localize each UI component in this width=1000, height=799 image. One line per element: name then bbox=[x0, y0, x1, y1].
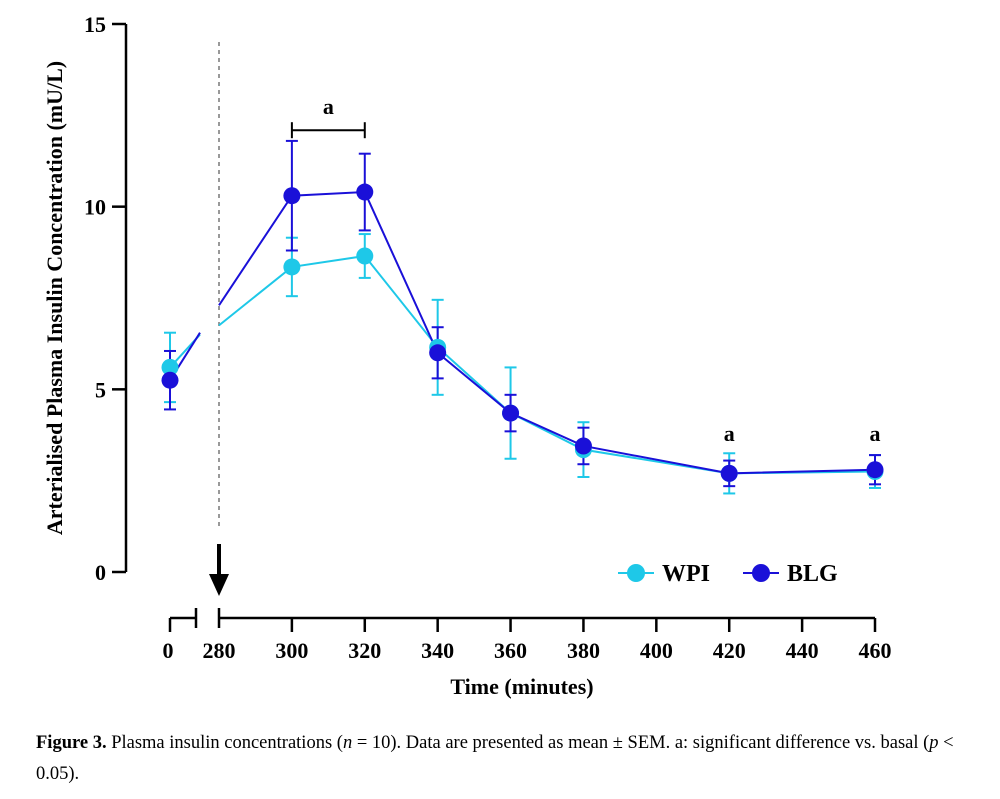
y-axis-title: Arterialised Plasma Insulin Concentratio… bbox=[42, 61, 67, 535]
significance-label: a bbox=[870, 421, 881, 446]
caption-n: n bbox=[342, 733, 353, 753]
legend-label-wpi: WPI bbox=[662, 561, 710, 587]
y-tick-label: 15 bbox=[84, 12, 106, 37]
y-tick-label: 0 bbox=[95, 560, 106, 585]
data-point-blg bbox=[283, 187, 301, 205]
x-axis-title: Time (minutes) bbox=[450, 674, 593, 699]
data-point-blg bbox=[356, 183, 374, 201]
data-point-wpi bbox=[356, 247, 374, 265]
significance-label: a bbox=[323, 94, 334, 119]
significance-label: a bbox=[724, 421, 735, 446]
x-tick-label: 460 bbox=[859, 638, 892, 663]
x-tick-label: 300 bbox=[275, 638, 308, 663]
data-point-blg bbox=[720, 464, 738, 482]
caption-label: Figure 3. bbox=[36, 733, 107, 753]
x-tick-label: 340 bbox=[421, 638, 454, 663]
data-point-blg bbox=[866, 461, 884, 479]
x-tick-label: 440 bbox=[786, 638, 819, 663]
series-line-wpi bbox=[218, 254, 876, 475]
y-tick-label: 10 bbox=[84, 195, 106, 220]
x-tick-label: 380 bbox=[567, 638, 600, 663]
legend-swatch-marker bbox=[627, 564, 645, 582]
dosing-arrow-head bbox=[209, 574, 229, 596]
legend-swatch-marker bbox=[752, 564, 770, 582]
data-point-blg bbox=[502, 404, 520, 422]
x-tick-label: 280 bbox=[203, 638, 236, 663]
x-tick-label: 320 bbox=[348, 638, 381, 663]
caption-text-3: < 0.05). bbox=[36, 733, 954, 784]
data-point-wpi bbox=[161, 358, 179, 376]
series-line-blg bbox=[218, 191, 876, 475]
x-tick-label: 0 bbox=[163, 638, 174, 663]
y-tick-label: 5 bbox=[95, 377, 106, 402]
data-point-blg bbox=[429, 344, 447, 362]
figure-caption: Figure 3. Plasma insulin concentrations … bbox=[36, 728, 996, 790]
insulin-line-chart: 0 5 10 15 Arterialised Plasma Insulin Concen… bbox=[42, 12, 892, 699]
x-tick-label: 400 bbox=[640, 638, 673, 663]
caption-text-1: Plasma insulin concentrations ( bbox=[106, 733, 343, 753]
caption-p: p bbox=[929, 733, 939, 753]
legend-label-blg: BLG bbox=[787, 561, 838, 587]
data-point-wpi bbox=[283, 258, 301, 276]
x-tick-label: 360 bbox=[494, 638, 527, 663]
data-point-blg bbox=[574, 437, 592, 455]
caption-text-2: = 10). Data are presented as mean ± SEM.… bbox=[352, 733, 930, 753]
x-tick-label: 420 bbox=[713, 638, 746, 663]
data-point-blg bbox=[161, 371, 179, 389]
